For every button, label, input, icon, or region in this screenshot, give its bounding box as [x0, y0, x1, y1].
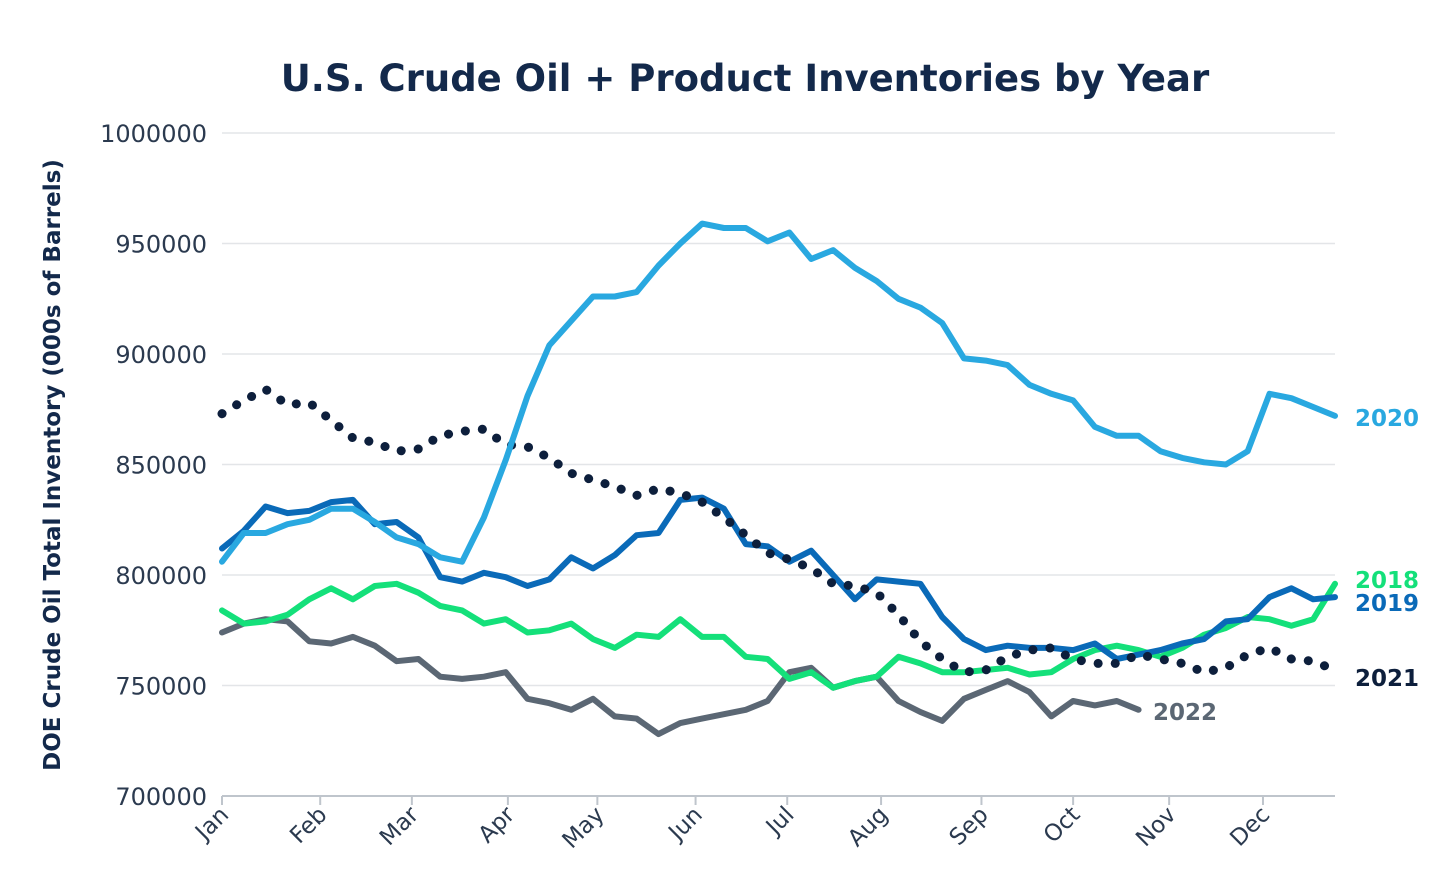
series-line-2020 — [219, 220, 1338, 565]
series-line-2022 — [219, 616, 1142, 738]
series-label-2018: 2018 — [1355, 568, 1419, 594]
y-tick-label: 850000 — [115, 452, 207, 480]
x-tick-label: Jun — [663, 802, 708, 847]
y-tick-label: 700000 — [115, 783, 207, 811]
x-tick-label: Jul — [760, 802, 799, 841]
series-label-2020: 2020 — [1355, 406, 1419, 432]
y-tick-label: 1000000 — [100, 120, 207, 148]
series-line-2019 — [219, 494, 1338, 662]
series-label-2021: 2021 — [1355, 666, 1419, 692]
series-label-2019: 2019 — [1355, 591, 1419, 617]
series-label-2022: 2022 — [1153, 700, 1217, 726]
y-tick-label: 800000 — [115, 562, 207, 590]
x-tick-label: Sep — [945, 802, 994, 851]
x-tick-label: Feb — [285, 802, 332, 849]
y-axis-label: DOE Crude Oil Total Inventory (000s of B… — [40, 159, 66, 771]
x-tick-label: May — [558, 802, 610, 854]
x-tick-label: Nov — [1131, 802, 1181, 852]
chart-title: U.S. Crude Oil + Product Inventories by … — [281, 57, 1210, 100]
x-tick-label: Mar — [375, 801, 424, 850]
y-tick-label: 900000 — [115, 341, 207, 369]
x-tick-label: Aug — [843, 802, 893, 852]
x-tick-label: Apr — [474, 801, 521, 848]
y-tick-label: 950000 — [115, 231, 207, 259]
series-line-2018 — [219, 580, 1338, 691]
x-tick-label: Oct — [1039, 802, 1086, 849]
x-tick-label: Dec — [1225, 802, 1275, 852]
y-tick-label: 750000 — [115, 673, 207, 701]
series-line-2021 — [217, 384, 1340, 677]
